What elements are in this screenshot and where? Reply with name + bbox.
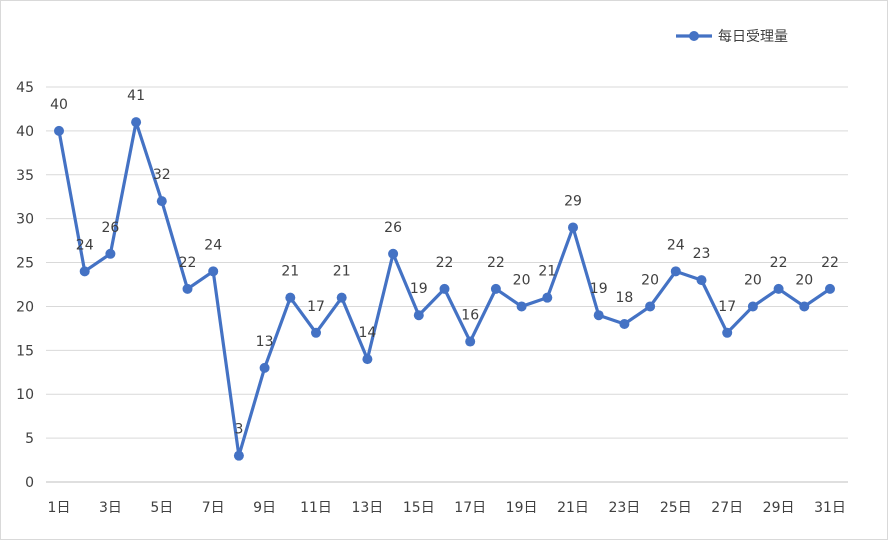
data-point — [439, 283, 450, 294]
data-label: 13 — [256, 334, 274, 350]
data-point — [285, 292, 296, 303]
data-label: 17 — [307, 299, 325, 315]
data-point — [670, 266, 681, 277]
x-tick-label: 15日 — [403, 500, 435, 516]
data-label: 21 — [281, 264, 299, 280]
series-line: 40 24 26 41 32 22 24 3 13 21 17 21 14 26 19 22 16 22 20 21 2… — [50, 88, 839, 461]
data-point — [259, 362, 270, 373]
data-label: 41 — [127, 88, 145, 104]
data-label: 19 — [410, 281, 428, 297]
data-label: 32 — [153, 167, 171, 183]
data-point — [79, 266, 90, 277]
data-label: 3 — [234, 422, 243, 438]
data-point — [362, 354, 373, 365]
x-tick-label: 1日 — [48, 500, 71, 516]
data-label: 22 — [770, 255, 788, 271]
data-point — [568, 222, 578, 233]
y-tick-label: 35 — [16, 168, 34, 184]
data-point — [516, 301, 527, 312]
data-point — [696, 275, 707, 286]
data-point — [747, 301, 758, 312]
data-point — [182, 283, 193, 294]
data-point — [619, 319, 630, 329]
data-label: 17 — [718, 299, 736, 315]
data-point — [388, 248, 399, 259]
data-label: 40 — [50, 97, 68, 113]
data-label: 22 — [436, 255, 454, 271]
y-tick-label: 15 — [16, 343, 34, 359]
data-label: 24 — [204, 237, 222, 253]
x-tick-label: 17日 — [454, 500, 486, 516]
data-label: 19 — [590, 281, 608, 297]
data-label: 24 — [76, 237, 94, 253]
data-label: 26 — [101, 220, 119, 236]
data-point — [413, 310, 424, 321]
data-point — [799, 301, 810, 312]
x-tick-label: 25日 — [660, 500, 692, 516]
legend-series-name: 每日受理量 — [718, 29, 788, 45]
data-label: 14 — [358, 325, 376, 341]
data-label: 21 — [538, 264, 556, 280]
data-point — [105, 248, 116, 259]
x-tick-label: 9日 — [253, 500, 276, 516]
data-label: 20 — [513, 272, 531, 288]
data-label: 22 — [179, 255, 197, 271]
data-label: 16 — [461, 308, 479, 324]
x-tick-label: 13日 — [351, 500, 383, 516]
gridlines — [46, 86, 848, 483]
data-point — [156, 196, 167, 207]
y-tick-label: 0 — [25, 475, 34, 491]
x-tick-label: 23日 — [608, 500, 640, 516]
data-label: 20 — [795, 272, 813, 288]
data-point — [465, 336, 476, 347]
data-label: 22 — [487, 255, 505, 271]
x-tick-label: 3日 — [99, 500, 122, 516]
data-point — [490, 283, 501, 294]
legend-marker-swatch — [689, 31, 699, 41]
data-point — [825, 283, 835, 294]
data-point — [208, 266, 219, 277]
data-label: 22 — [821, 255, 839, 271]
x-axis: 1日 3日 5日 7日 9日 11日 13日 15日 17日 19日 21日 23日 25日 27日 29日… — [48, 500, 846, 516]
data-point — [722, 327, 733, 338]
y-tick-label: 30 — [16, 212, 34, 228]
y-tick-label: 25 — [16, 256, 34, 272]
data-point — [645, 301, 656, 312]
legend: 每日受理量 — [676, 29, 788, 45]
x-tick-label: 27日 — [711, 500, 743, 516]
x-tick-label: 5日 — [150, 500, 173, 516]
data-label: 26 — [384, 220, 402, 236]
y-tick-label: 40 — [16, 124, 34, 140]
data-point — [311, 327, 321, 338]
y-tick-label: 20 — [16, 299, 34, 315]
y-tick-label: 10 — [16, 387, 34, 403]
data-label: 20 — [641, 272, 659, 288]
data-label: 29 — [564, 193, 582, 209]
data-label: 18 — [615, 290, 633, 306]
x-tick-label: 31日 — [814, 500, 846, 516]
data-point — [336, 292, 347, 303]
x-tick-label: 21日 — [557, 500, 589, 516]
x-tick-label: 19日 — [506, 500, 538, 516]
y-tick-label: 45 — [16, 80, 34, 96]
y-tick-label: 5 — [25, 431, 34, 447]
data-point — [131, 117, 142, 128]
y-axis: 0 5 10 15 20 25 30 35 40 45 — [16, 80, 34, 491]
data-label: 21 — [333, 264, 351, 280]
x-tick-label: 7日 — [202, 500, 225, 516]
data-point — [593, 310, 604, 321]
data-label: 24 — [667, 237, 685, 253]
data-label: 20 — [744, 272, 762, 288]
data-point — [773, 283, 784, 294]
x-tick-label: 29日 — [763, 500, 795, 516]
data-point — [542, 292, 553, 303]
data-point — [233, 450, 244, 461]
data-point — [54, 125, 64, 136]
data-label: 23 — [693, 246, 711, 262]
x-tick-label: 11日 — [300, 500, 332, 516]
